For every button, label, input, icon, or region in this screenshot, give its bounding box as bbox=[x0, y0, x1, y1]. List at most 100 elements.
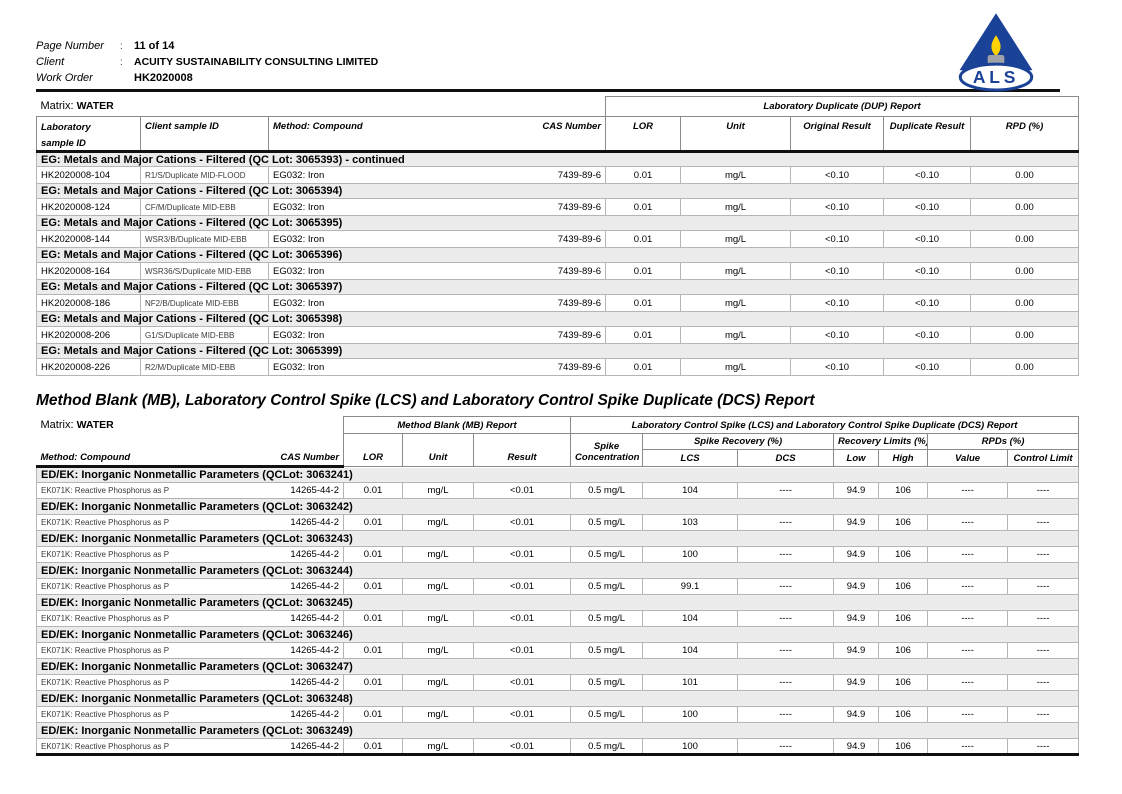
page-number-field: Page Number : 11 of 14 bbox=[36, 40, 1078, 52]
unit-value: mg/L bbox=[680, 262, 792, 280]
lor-value: 0.01 bbox=[343, 674, 404, 691]
unit-value: mg/L bbox=[402, 546, 475, 563]
lcs-recovery-value: 100 bbox=[642, 738, 739, 755]
section-band-row: ED/EK: Inorganic Nonmetallic Parameters … bbox=[35, 658, 1080, 675]
lab-sample-id: HK2020008-186 bbox=[36, 294, 141, 312]
lor-value: 0.01 bbox=[605, 198, 682, 216]
col-low: Low bbox=[833, 449, 880, 467]
col-lab-line1: Laboratory bbox=[41, 122, 91, 133]
result-value: <0.01 bbox=[473, 514, 572, 531]
unit-value: mg/L bbox=[402, 706, 475, 723]
recovery-limit-low: 94.9 bbox=[833, 674, 880, 691]
section-header: ED/EK: Inorganic Nonmetallic Parameters … bbox=[35, 562, 1080, 579]
lcs-recovery-value: 101 bbox=[642, 674, 739, 691]
duplicate-result-value: <0.10 bbox=[883, 326, 972, 344]
matrix-label: Matrix: WATER bbox=[37, 417, 344, 434]
page-number-value: 11 of 14 bbox=[134, 40, 175, 52]
lor-value: 0.01 bbox=[343, 546, 404, 563]
cas-number: 14265-44-2 bbox=[250, 642, 345, 659]
lor-value: 0.01 bbox=[605, 294, 682, 312]
dup-span-header-row: Matrix: WATER Laboratory Duplicate (DUP)… bbox=[37, 96, 1080, 117]
rpd-value: 0.00 bbox=[970, 230, 1080, 248]
dup-report-table: Matrix: WATER Laboratory Duplicate (DUP)… bbox=[35, 96, 1080, 376]
lor-value: 0.01 bbox=[343, 514, 404, 531]
duplicate-result-value: <0.10 bbox=[883, 230, 972, 248]
original-result-value: <0.10 bbox=[790, 326, 885, 344]
spike-concentration-value: 0.5 mg/L bbox=[570, 706, 644, 723]
col-lor: LOR bbox=[605, 116, 682, 153]
result-value: <0.01 bbox=[473, 738, 572, 755]
cas-number: 14265-44-2 bbox=[250, 578, 345, 595]
dcs-recovery-value: ---- bbox=[737, 610, 835, 627]
dcs-recovery-value: ---- bbox=[737, 514, 835, 531]
recovery-limit-high: 106 bbox=[878, 482, 929, 499]
section-header: EG: Metals and Major Cations - Filtered … bbox=[35, 343, 1080, 359]
section-band-row: EG: Metals and Major Cations - Filtered … bbox=[35, 183, 1080, 199]
col-value: Value bbox=[927, 449, 1009, 467]
work-order-field: Work Order HK2020008 bbox=[36, 72, 1078, 84]
method-compound: EK071K: Reactive Phosphorus as P bbox=[36, 706, 251, 723]
mb-report-title: Method Blank (MB), Laboratory Control Sp… bbox=[36, 392, 815, 409]
table-row: EK071K: Reactive Phosphorus as P 14265-44… bbox=[36, 578, 1080, 595]
recovery-limit-high: 106 bbox=[878, 546, 929, 563]
rpd-value: ---- bbox=[927, 546, 1009, 563]
lor-value: 0.01 bbox=[343, 482, 404, 499]
matrix-label: Matrix: WATER bbox=[37, 97, 606, 117]
col-result: Result bbox=[473, 433, 572, 467]
duplicate-result-value: <0.10 bbox=[883, 198, 972, 216]
unit-value: mg/L bbox=[402, 738, 475, 755]
page-number-label: Page Number bbox=[36, 40, 104, 52]
method-compound: EG032: Iron bbox=[268, 294, 531, 312]
section-band-row: ED/EK: Inorganic Nonmetallic Parameters … bbox=[35, 530, 1080, 547]
method-compound: EK071K: Reactive Phosphorus as P bbox=[36, 674, 251, 691]
method-compound: EG032: Iron bbox=[268, 262, 531, 280]
table-row: HK2020008-104 R1/S/Duplicate MID-FLOOD EG0… bbox=[36, 166, 1080, 184]
matrix-key: Matrix: bbox=[40, 419, 74, 431]
col-lor: LOR bbox=[343, 433, 404, 467]
result-value: <0.01 bbox=[473, 610, 572, 627]
section-band-row: EG: Metals and Major Cations - Filtered … bbox=[35, 311, 1080, 327]
dup-report-span-header: Laboratory Duplicate (DUP) Report bbox=[605, 96, 1080, 117]
spike-line1: Spike bbox=[593, 441, 620, 452]
als-logo-icon: ALS bbox=[958, 13, 1034, 92]
method-compound: EG032: Iron bbox=[268, 230, 531, 248]
col-rpd: RPD (%) bbox=[970, 116, 1080, 153]
rpd-value: 0.00 bbox=[970, 326, 1080, 344]
cas-number: 14265-44-2 bbox=[250, 482, 345, 499]
lab-sample-id: HK2020008-206 bbox=[36, 326, 141, 344]
duplicate-result-value: <0.10 bbox=[883, 358, 972, 376]
original-result-value: <0.10 bbox=[790, 230, 885, 248]
unit-value: mg/L bbox=[402, 482, 475, 499]
cas-number: 7439-89-6 bbox=[530, 294, 607, 312]
recovery-limit-high: 106 bbox=[878, 706, 929, 723]
matrix-key: Matrix: bbox=[40, 100, 74, 113]
rpd-value: ---- bbox=[927, 482, 1009, 499]
table-row: HK2020008-164 WSR36/S/Duplicate MID-EBB EG… bbox=[36, 262, 1080, 280]
rpd-value: ---- bbox=[927, 610, 1009, 627]
rpd-value: 0.00 bbox=[970, 166, 1080, 184]
section-header: EG: Metals and Major Cations - Filtered … bbox=[35, 247, 1080, 263]
rpd-value: ---- bbox=[927, 578, 1009, 595]
matrix-value: WATER bbox=[76, 419, 114, 431]
spike-concentration-value: 0.5 mg/L bbox=[570, 738, 644, 755]
spike-concentration-value: 0.5 mg/L bbox=[570, 674, 644, 691]
rpd-value: 0.00 bbox=[970, 358, 1080, 376]
work-order-value: HK2020008 bbox=[134, 72, 193, 84]
section-header: ED/EK: Inorganic Nonmetallic Parameters … bbox=[35, 594, 1080, 611]
lcs-recovery-value: 100 bbox=[642, 706, 739, 723]
recovery-limit-high: 106 bbox=[878, 674, 929, 691]
client-field: Client : ACUITY SUSTAINABILITY CONSULTIN… bbox=[36, 56, 1078, 68]
recovery-limit-low: 94.9 bbox=[833, 706, 880, 723]
unit-value: mg/L bbox=[680, 166, 792, 184]
lor-value: 0.01 bbox=[605, 358, 682, 376]
col-original-result: Original Result bbox=[790, 116, 885, 153]
table-row: EK071K: Reactive Phosphorus as P 14265-44… bbox=[36, 610, 1080, 627]
recovery-limit-low: 94.9 bbox=[833, 738, 880, 755]
col-unit: Unit bbox=[402, 433, 475, 467]
recovery-limit-low: 94.9 bbox=[833, 546, 880, 563]
dcs-recovery-value: ---- bbox=[737, 642, 835, 659]
dcs-recovery-value: ---- bbox=[737, 706, 835, 723]
recovery-limit-high: 106 bbox=[878, 642, 929, 659]
section-band-row: EG: Metals and Major Cations - Filtered … bbox=[35, 151, 1080, 167]
duplicate-result-value: <0.10 bbox=[883, 166, 972, 184]
